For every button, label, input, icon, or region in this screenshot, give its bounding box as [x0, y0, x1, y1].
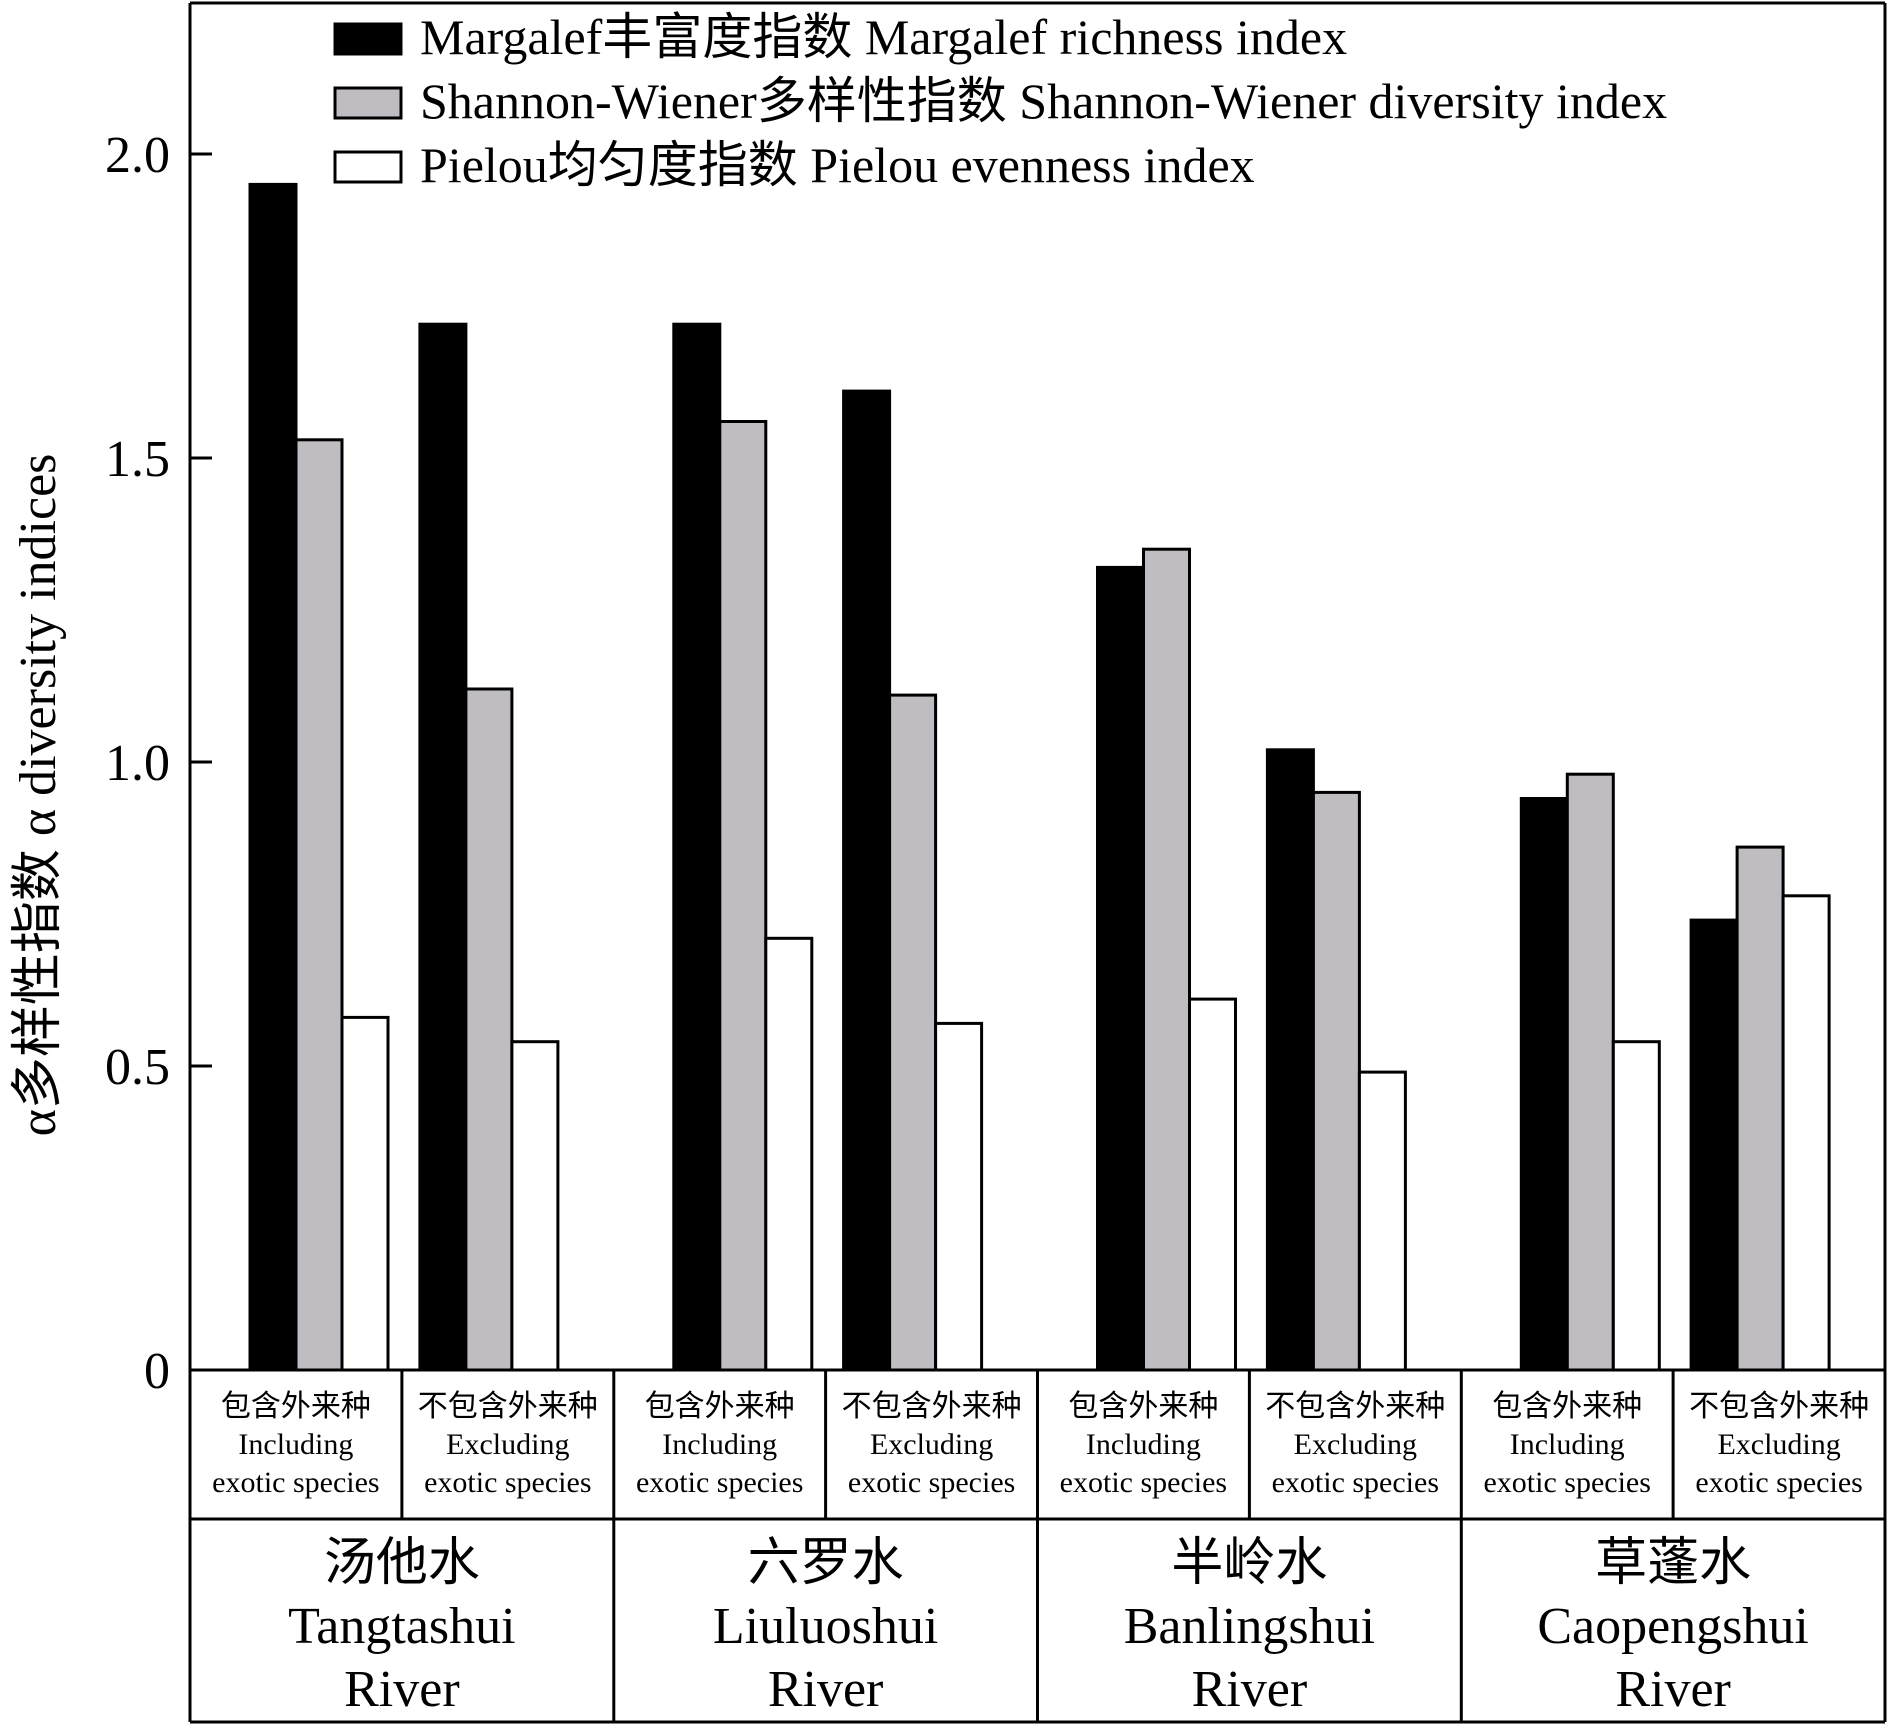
- bar-series3-cat1: [340, 1015, 390, 1372]
- subcategory-label-en: exotic species: [1272, 1466, 1439, 1499]
- bar-series1-cat2: [418, 322, 468, 1372]
- subcategory-label-en: exotic species: [848, 1466, 1015, 1499]
- subcategory-label-cn: 不包含外来种: [1265, 1390, 1445, 1423]
- subcategory-label-en: exotic species: [1483, 1466, 1650, 1499]
- group-label-en: River: [1615, 1661, 1731, 1718]
- bar-series3-cat7: [1611, 1040, 1661, 1372]
- legend-swatch-series3: [333, 150, 403, 184]
- bar-series1-cat7: [1519, 797, 1569, 1372]
- legend-label-series3: Pielou均匀度指数 Pielou evenness index: [420, 137, 1255, 193]
- bar-series2-cat3: [718, 420, 768, 1372]
- subcategory-label-en: Excluding: [446, 1428, 569, 1461]
- subcategory-label-en: exotic species: [424, 1466, 591, 1499]
- subcategory-label-en: Including: [1510, 1428, 1625, 1461]
- group-label-cn: 草蓬水: [1595, 1535, 1751, 1592]
- subcategory-label-en: Including: [238, 1428, 353, 1461]
- subcategory-label-en: Excluding: [1717, 1428, 1840, 1461]
- bar-series1-cat3: [672, 322, 722, 1372]
- bar-series3-cat3: [764, 936, 814, 1372]
- subcategory-label-en: exotic species: [636, 1466, 803, 1499]
- bar-series1-cat5: [1096, 565, 1145, 1372]
- subcategory-label-cn: 包含外来种: [1492, 1390, 1642, 1423]
- group-label-en: River: [344, 1661, 460, 1718]
- bar-series3-cat8: [1781, 894, 1831, 1372]
- bar-series2-cat1: [294, 438, 344, 1372]
- group-label-cn: 汤他水: [324, 1535, 480, 1592]
- subcategory-label-en: exotic species: [1695, 1466, 1862, 1499]
- group-label-en: Tangtashui: [288, 1598, 515, 1655]
- subcategory-label-cn: 不包含外来种: [842, 1390, 1022, 1423]
- y-tick-label: 0: [144, 1343, 170, 1400]
- legend-label-series1: Margalef丰富度指数 Margalef richness index: [420, 9, 1347, 65]
- group-label-en: Caopengshui: [1537, 1598, 1809, 1655]
- bar-series3-cat2: [510, 1040, 560, 1372]
- bar-series1-cat1: [248, 182, 298, 1372]
- bar-series2-cat7: [1565, 772, 1615, 1372]
- subcategory-label-cn: 包含外来种: [221, 1390, 371, 1423]
- bar-series3-cat4: [934, 1021, 984, 1372]
- bar-series1-cat8: [1689, 918, 1739, 1372]
- y-tick-label: 1.5: [105, 431, 170, 488]
- bar-series2-cat4: [888, 693, 938, 1372]
- legend-swatch-series2: [333, 86, 403, 120]
- legend-label-series2: Shannon-Wiener多样性指数 Shannon-Wiener diver…: [420, 73, 1667, 129]
- bar-series3-cat5: [1188, 997, 1237, 1372]
- subcategory-label-cn: 包含外来种: [645, 1390, 795, 1423]
- y-tick-label: 2.0: [105, 127, 170, 184]
- bar-series2-cat6: [1311, 790, 1361, 1372]
- subcategory-label-cn: 不包含外来种: [418, 1390, 598, 1423]
- group-label-cn: 六罗水: [748, 1535, 904, 1592]
- bar-series1-cat4: [842, 389, 892, 1372]
- bar-series2-cat8: [1735, 845, 1785, 1372]
- subcategory-label-en: exotic species: [212, 1466, 379, 1499]
- subcategory-label-cn: 不包含外来种: [1689, 1390, 1869, 1423]
- y-tick-label: 0.5: [105, 1039, 170, 1096]
- group-label-en: River: [1192, 1661, 1308, 1718]
- group-label-en: River: [768, 1661, 884, 1718]
- bar-series2-cat2: [464, 687, 514, 1372]
- bar-series3-cat6: [1357, 1070, 1407, 1372]
- subcategory-label-en: exotic species: [1060, 1466, 1227, 1499]
- subcategory-label-en: Including: [662, 1428, 777, 1461]
- y-tick-label: 1.0: [105, 735, 170, 792]
- subcategory-label-en: Excluding: [870, 1428, 993, 1461]
- y-axis-title: α多样性指数 α diversity indices: [10, 454, 67, 1137]
- subcategory-label-cn: 包含外来种: [1068, 1390, 1218, 1423]
- group-label-en: Liuluoshui: [713, 1598, 938, 1655]
- group-label-en: Banlingshui: [1124, 1598, 1375, 1655]
- subcategory-label-en: Excluding: [1294, 1428, 1417, 1461]
- legend-swatch-series1: [333, 22, 403, 56]
- subcategory-label-en: Including: [1086, 1428, 1201, 1461]
- bar-series2-cat5: [1142, 547, 1191, 1372]
- bar-series1-cat6: [1265, 748, 1315, 1372]
- group-label-cn: 半岭水: [1171, 1535, 1327, 1592]
